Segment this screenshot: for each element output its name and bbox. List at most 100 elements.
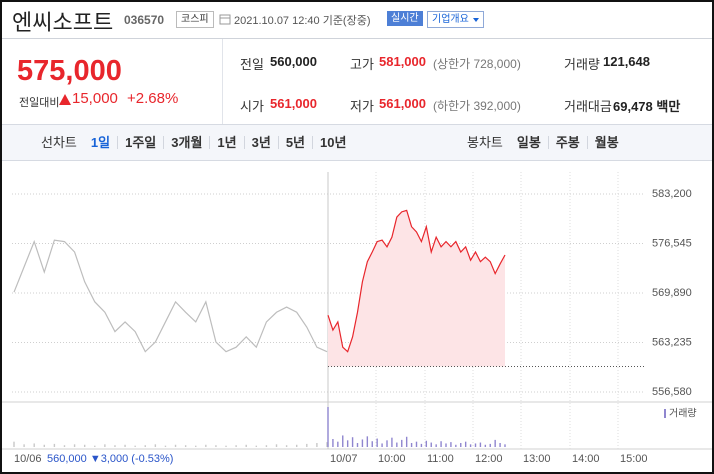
period-tab[interactable]: 3개월 [163,136,209,149]
period-tab[interactable]: 일봉 [516,135,541,150]
volume-bar [326,442,328,447]
candle-chart-tabs: 봉차트 일봉 주봉 월봉 [460,125,626,160]
summary-label: 전일 [240,57,264,72]
volume-bar [337,441,339,447]
volume-bar [484,444,487,447]
summary-number: 69,478 [613,99,653,114]
change-percent: +2.68% [127,90,179,107]
company-info-label[interactable]: 기업개요 [432,14,469,25]
volume-bar [33,443,35,447]
volume-bar [504,444,506,447]
x-tick-label: 12:00 [475,453,503,465]
volume-bar [415,441,418,447]
volume-bar [332,439,334,447]
x-tick-label: 14:00 [572,453,600,465]
period-tab[interactable]: 10년 [312,136,353,149]
volume-bar [23,444,25,447]
period-tab[interactable]: 1년 [209,136,243,149]
summary-value: 121,648 [603,54,650,69]
volume-bar [342,435,344,447]
volume-bar [479,442,482,447]
volume-bar [430,442,432,447]
volume-bar [391,437,393,447]
summary-value: 561,000 [270,96,317,111]
y-tick-label: 583,200 [652,188,692,200]
volume-bar [275,444,278,447]
change-label: 전일대비 [19,97,60,109]
volume-bar [327,407,329,447]
period-tab[interactable]: 주봉 [547,136,587,149]
volume-bar [164,445,167,447]
up-arrow [59,94,71,105]
volume-bar [215,445,217,447]
volume-bar [435,444,437,447]
x-tick-label: 15:00 [620,453,648,465]
summary-note: (상한가 728,000) [433,57,521,71]
y-tick-label: 576,545 [652,237,692,249]
previous-session-info: 560,000 ▼3,000 (-0.53%) [47,453,173,465]
period-tab[interactable]: 1주일 [117,136,163,149]
volume-bar [296,444,298,447]
volume-bar [371,441,373,447]
period-tab[interactable]: 3년 [243,136,278,149]
realtime-badge: 실시간 [387,11,423,26]
divider [222,39,223,124]
area-fill [328,210,505,367]
volume-bar [381,443,383,447]
volume-bar [195,445,197,447]
volume-bar [401,439,403,447]
volume-bar [124,444,126,447]
volume-bar [306,443,308,447]
legend-label: 거래량 [669,408,697,420]
divider [2,38,712,39]
volume-bar [366,436,369,447]
summary-label: 시가 [240,99,264,114]
volume-bar [464,441,467,447]
volume-bar [285,445,288,447]
volume-bar [489,443,491,447]
volume-bar [73,444,76,447]
volume-bar [420,443,423,447]
volume-bar [469,444,472,447]
x-tick-label: 13:00 [523,453,551,465]
x-tick-label: 10/06 [14,453,42,465]
summary-value: 560,000 [270,54,317,69]
volume-bar [94,445,96,447]
volume-bar [356,443,359,447]
market-badge: 코스피 [176,11,214,28]
volume-bar [265,445,268,447]
volume-bar [235,445,237,447]
legend-swatch [664,409,666,418]
stock-code: 036570 [124,13,165,27]
volume-bar [361,439,364,447]
summary-value: 69,478 백만 [613,96,680,115]
stock-name: 엔씨소프트 [12,10,114,35]
volume-bar [405,436,408,447]
volume-bar [114,445,116,447]
volume-bar [205,444,207,447]
volume-bar [445,443,447,447]
period-tab[interactable]: 5년 [277,136,312,149]
volume-bar [53,443,56,447]
y-tick-label: 569,890 [652,287,692,299]
volume-bar [83,444,86,447]
dropdown-arrow [472,18,479,22]
summary-value: 581,000 [379,54,426,69]
price-line [13,239,328,353]
summary-label: 거래량 [564,57,600,72]
volume-bar [134,445,136,447]
period-tab[interactable]: 1일 [90,135,111,150]
line-chart-tabs: 선차트 1일 1주일 3개월 1년 3년 5년 10년 [34,125,353,160]
timestamp: 2021.10.07 12:40 기준(장중) [234,15,371,27]
summary-label: 거래대금 [564,99,612,114]
period-tab[interactable]: 월봉 [586,136,626,149]
volume-bar [499,443,501,447]
company-info-button[interactable]: 기업개요 [427,11,484,28]
volume-bar [144,445,146,447]
volume-bar [316,443,318,447]
volume-bar [154,444,157,447]
y-tick-label: 563,235 [652,336,692,348]
x-tick-label: 10:00 [378,453,406,465]
